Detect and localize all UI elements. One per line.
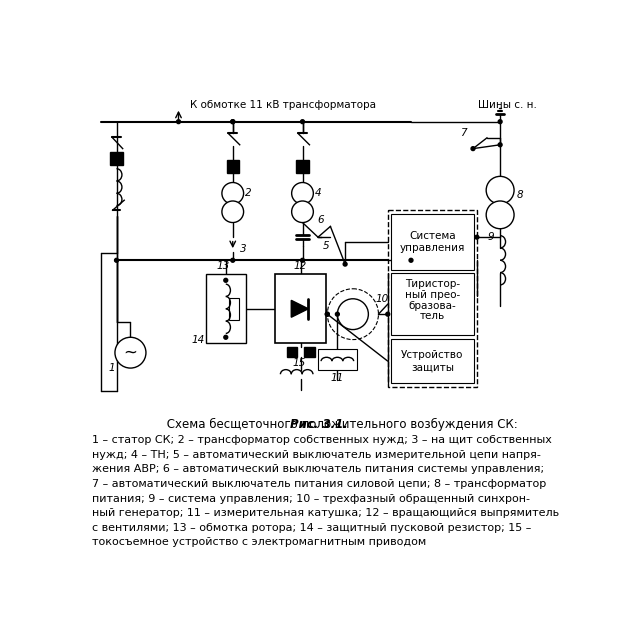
- Text: тель: тель: [420, 311, 445, 321]
- Text: 5: 5: [322, 242, 329, 252]
- Text: Шины с. н.: Шины с. н.: [478, 100, 537, 109]
- Text: 3: 3: [240, 243, 247, 253]
- Circle shape: [222, 182, 244, 204]
- Text: Устройство: Устройство: [401, 350, 463, 360]
- Circle shape: [486, 176, 514, 204]
- Circle shape: [300, 259, 304, 262]
- Text: 7 – автоматический выключатель питания силовой цепи; 8 – трансформатор: 7 – автоматический выключатель питания с…: [91, 479, 546, 489]
- Circle shape: [386, 312, 390, 316]
- Text: Тиристор-: Тиристор-: [405, 279, 460, 289]
- Text: токосъемное устройство с электромагнитным приводом: токосъемное устройство с электромагнитны…: [91, 537, 426, 547]
- Polygon shape: [291, 300, 309, 317]
- Text: Система: Система: [409, 231, 456, 241]
- Circle shape: [471, 147, 475, 150]
- Bar: [296, 160, 309, 172]
- Circle shape: [498, 120, 502, 124]
- Circle shape: [325, 312, 329, 316]
- Bar: [287, 347, 297, 357]
- Bar: [391, 274, 474, 335]
- Bar: [391, 214, 474, 269]
- Text: 15: 15: [292, 358, 305, 368]
- Bar: [304, 347, 315, 357]
- Circle shape: [231, 120, 234, 124]
- Circle shape: [475, 235, 479, 239]
- Text: управления: управления: [399, 243, 465, 253]
- Text: 10: 10: [376, 294, 389, 304]
- Circle shape: [325, 312, 329, 316]
- Circle shape: [224, 279, 228, 282]
- Text: жения АВР; 6 – автоматический выключатель питания системы управления;: жения АВР; 6 – автоматический выключател…: [91, 464, 544, 474]
- Bar: [229, 298, 239, 320]
- Text: Схема бесщеточного положительного возбуждения СК:: Схема бесщеточного положительного возбуж…: [163, 418, 518, 431]
- Text: 13: 13: [216, 262, 230, 272]
- Text: защиты: защиты: [411, 362, 454, 372]
- Text: 8: 8: [517, 190, 524, 200]
- Circle shape: [231, 259, 234, 262]
- Circle shape: [409, 259, 413, 262]
- Circle shape: [498, 143, 502, 147]
- Bar: [206, 274, 246, 343]
- Text: Рис. 3.1.: Рис. 3.1.: [290, 418, 348, 431]
- Circle shape: [292, 201, 313, 223]
- Bar: [276, 274, 326, 343]
- Text: К обмотке 11 кВ трансформатора: К обмотке 11 кВ трансформатора: [190, 100, 376, 109]
- Text: 12: 12: [294, 262, 307, 272]
- Circle shape: [177, 120, 180, 124]
- Circle shape: [337, 299, 368, 330]
- Text: 11: 11: [331, 373, 344, 383]
- Text: ный прео-: ный прео-: [405, 290, 460, 300]
- Text: 2: 2: [245, 188, 251, 198]
- Text: нужд; 4 – ТН; 5 – автоматический выключатель измерительной цепи напря-: нужд; 4 – ТН; 5 – автоматический выключа…: [91, 450, 541, 460]
- Circle shape: [486, 201, 514, 229]
- Circle shape: [327, 289, 378, 340]
- Circle shape: [292, 182, 313, 204]
- Text: ~: ~: [123, 343, 137, 362]
- Bar: [226, 160, 239, 172]
- Bar: [318, 349, 357, 370]
- Bar: [110, 152, 123, 165]
- Circle shape: [222, 201, 244, 223]
- Circle shape: [224, 335, 228, 339]
- Circle shape: [231, 120, 234, 124]
- Circle shape: [115, 337, 146, 368]
- Bar: [391, 339, 474, 384]
- Circle shape: [343, 262, 347, 266]
- Text: ный генератор; 11 – измерительная катушка; 12 – вращающийся выпрямитель: ный генератор; 11 – измерительная катушк…: [91, 508, 559, 518]
- Text: 1: 1: [108, 363, 115, 373]
- Bar: [388, 210, 477, 387]
- Circle shape: [335, 312, 340, 316]
- Text: 14: 14: [191, 335, 205, 345]
- Text: 1 – статор СК; 2 – трансформатор собственных нужд; 3 – на щит собственных: 1 – статор СК; 2 – трансформатор собстве…: [91, 435, 552, 445]
- Text: с вентилями; 13 – обмотка ротора; 14 – защитный пусковой резистор; 15 –: с вентилями; 13 – обмотка ротора; 14 – з…: [91, 523, 531, 533]
- Circle shape: [114, 259, 118, 262]
- Circle shape: [300, 120, 304, 124]
- Text: 4: 4: [315, 188, 322, 198]
- Text: 7: 7: [460, 128, 467, 138]
- Text: бразова-: бразова-: [409, 301, 456, 311]
- Text: 9: 9: [488, 232, 494, 242]
- Text: 6: 6: [317, 215, 323, 225]
- Text: питания; 9 – система управления; 10 – трехфазный обращенный синхрон-: питания; 9 – система управления; 10 – тр…: [91, 494, 530, 504]
